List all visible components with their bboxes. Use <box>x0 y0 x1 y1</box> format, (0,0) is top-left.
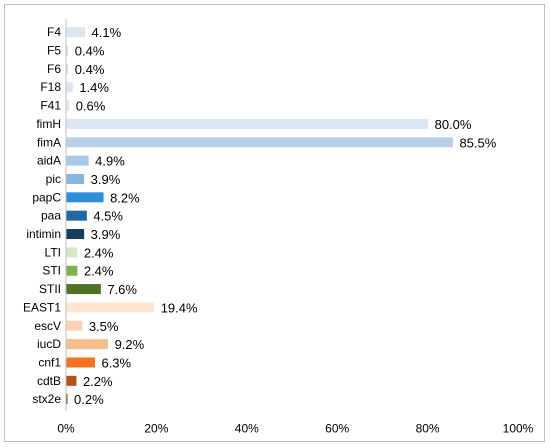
bar-fimh <box>66 118 429 129</box>
bar-f4 <box>66 27 86 38</box>
bar-sti <box>66 265 78 276</box>
data-label: 0.2% <box>74 392 104 407</box>
category-label: F4 <box>47 25 61 39</box>
bar-paa <box>66 210 87 221</box>
bar-iucd <box>66 339 109 350</box>
data-label: 4.5% <box>93 209 123 224</box>
data-label: 80.0% <box>435 117 472 132</box>
category-label: fimH <box>36 117 61 131</box>
category-label: pic <box>46 172 61 186</box>
bar-escv <box>66 320 83 331</box>
category-label: cnf1 <box>38 355 61 369</box>
bar-cdtb <box>66 375 77 386</box>
category-label: EAST1 <box>23 300 61 314</box>
data-label: 0.6% <box>76 99 106 114</box>
data-label: 9.2% <box>115 337 145 352</box>
x-tick-label: 20% <box>144 421 168 435</box>
category-label: STI <box>42 264 61 278</box>
data-label: 2.4% <box>84 245 114 260</box>
bar-f5 <box>66 45 69 56</box>
data-label: 7.6% <box>107 282 137 297</box>
data-label: 6.3% <box>101 355 131 370</box>
data-label: 0.4% <box>75 44 105 59</box>
bar-pic <box>66 173 85 184</box>
category-label: F5 <box>47 44 61 58</box>
bar-fima <box>66 137 453 148</box>
bar-east1 <box>66 302 155 313</box>
category-label: F6 <box>47 62 61 76</box>
category-label: fimA <box>37 135 61 149</box>
category-label: F41 <box>40 99 61 113</box>
data-label: 4.1% <box>92 25 122 40</box>
bar-f18 <box>66 82 73 93</box>
data-label: 4.9% <box>95 154 125 169</box>
data-label: 3.9% <box>91 172 121 187</box>
category-label: escV <box>34 319 61 333</box>
data-label: 85.5% <box>459 135 496 150</box>
x-tick-label: 60% <box>325 421 349 435</box>
x-tick-label: 80% <box>416 421 440 435</box>
bar-stx2e <box>66 394 68 405</box>
bar-cnf1 <box>66 357 95 368</box>
category-label: cdtB <box>37 374 61 388</box>
bar-f41 <box>66 100 70 111</box>
data-label: 19.4% <box>161 300 198 315</box>
category-label: paa <box>41 209 61 223</box>
data-label: 3.9% <box>91 227 121 242</box>
bar-papc <box>66 192 104 203</box>
data-label: 2.2% <box>83 374 113 389</box>
category-label: intimin <box>26 227 61 241</box>
category-label: papC <box>32 190 61 204</box>
category-label: stx2e <box>32 392 61 406</box>
data-label: 8.2% <box>110 190 140 205</box>
data-label: 3.5% <box>89 319 119 334</box>
x-tick-label: 0% <box>57 421 75 435</box>
bar-stii <box>66 284 101 295</box>
category-label: iucD <box>37 337 61 351</box>
bar-chart: 0% 20% 40% 60% 80% 100% F4 4.1% F5 0.4% F6 0.4% F18 1… <box>23 19 534 435</box>
category-label: aidA <box>37 154 61 168</box>
x-tick-label: 100% <box>503 421 534 435</box>
category-label: LTI <box>45 245 61 259</box>
data-label: 1.4% <box>79 80 109 95</box>
x-tick-label: 40% <box>235 421 259 435</box>
category-label: STII <box>39 282 61 296</box>
data-label: 2.4% <box>84 264 114 279</box>
bar-intimin <box>66 229 85 240</box>
bar-aida <box>66 155 89 166</box>
bar-f6 <box>66 63 69 74</box>
bar-lti <box>66 247 78 258</box>
chart-frame: 0% 20% 40% 60% 80% 100% F4 4.1% F5 0.4% F6 0.4% F18 1… <box>4 4 545 442</box>
category-label: F18 <box>40 80 61 94</box>
data-label: 0.4% <box>75 62 105 77</box>
